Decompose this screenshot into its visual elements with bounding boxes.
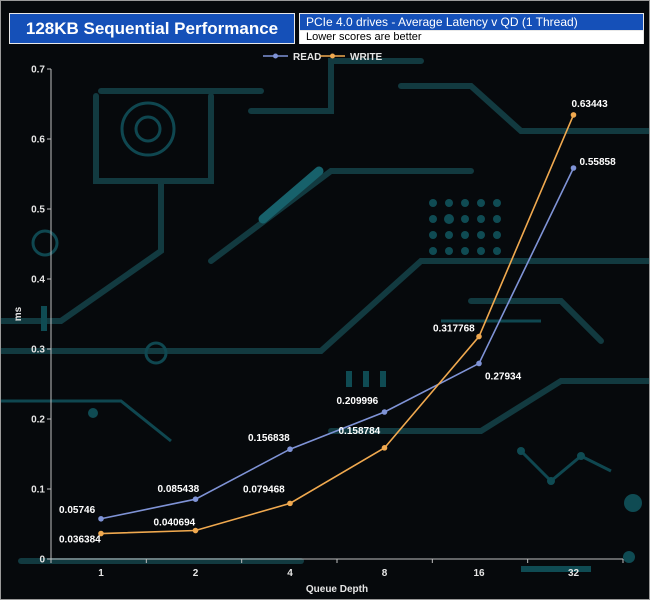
chart-subtitle-box: PCIe 4.0 drives - Average Latency v QD (… <box>299 13 644 44</box>
x-tick-label: 8 <box>382 568 388 579</box>
data-label: 0.209996 <box>337 396 379 407</box>
data-label: 0.27934 <box>485 371 522 382</box>
data-point <box>381 409 388 415</box>
y-tick-label: 0.6 <box>31 135 45 146</box>
data-point <box>570 112 577 118</box>
x-tick-label: 16 <box>473 568 485 579</box>
data-label: 0.036384 <box>59 535 101 546</box>
x-tick-label: 2 <box>193 568 199 579</box>
data-point <box>381 445 388 451</box>
data-label: 0.079468 <box>243 484 285 495</box>
chart-note: Lower scores are better <box>300 31 643 44</box>
x-axis-label: Queue Depth <box>306 584 368 595</box>
y-tick-label: 0.1 <box>31 485 45 496</box>
x-tick-label: 32 <box>568 568 580 579</box>
series-write: 0.036384 0.040694 0.079468 0.158784 0.317768… <box>59 99 608 546</box>
data-label: 0.158784 <box>339 426 381 437</box>
data-point <box>192 527 199 534</box>
series-layer: 0.057460.0854380.1568380.2099960.279340.… <box>59 99 616 546</box>
data-label: 0.317768 <box>433 324 475 335</box>
data-label: 0.085438 <box>158 484 200 495</box>
series-line-read <box>100 167 575 520</box>
chart-title-box: 128KB Sequential Performance <box>9 13 295 44</box>
y-tick-label: 0.4 <box>31 275 45 286</box>
chart-title: 128KB Sequential Performance <box>25 18 279 38</box>
data-label: 0.040694 <box>154 518 196 529</box>
data-label: 0.63443 <box>572 99 609 110</box>
legend-marker-write <box>330 53 335 59</box>
axes: 0 0.1 0.2 0.3 0.4 0.5 0.6 0.7 1 2 4 8 16 32 Queue Dept… <box>13 65 624 595</box>
legend: READ WRITE <box>263 52 383 63</box>
series-line-write <box>100 114 575 535</box>
legend-marker-read <box>273 53 278 59</box>
data-point <box>98 515 104 522</box>
series-read: 0.05746 0.085438 0.156838 0.209996 0.27934 0.… <box>59 157 616 522</box>
data-point <box>476 333 482 340</box>
y-tick-label: 0 <box>39 555 45 566</box>
y-axis-label: ms <box>13 306 24 321</box>
data-point <box>192 496 199 502</box>
data-point <box>570 165 577 171</box>
chart-subtitle: PCIe 4.0 drives - Average Latency v QD (… <box>300 14 643 31</box>
data-point <box>287 446 293 453</box>
data-label: 0.55858 <box>580 157 617 168</box>
data-label: 0.156838 <box>248 433 290 444</box>
data-point <box>287 500 293 507</box>
y-tick-label: 0.7 <box>31 65 45 76</box>
legend-label-write: WRITE <box>350 52 383 63</box>
y-tick-label: 0.5 <box>31 205 45 216</box>
x-tick-label: 4 <box>287 568 293 579</box>
data-point <box>98 530 104 537</box>
y-tick-label: 0.3 <box>31 345 45 356</box>
data-point <box>476 360 482 367</box>
y-tick-label: 0.2 <box>31 415 45 426</box>
legend-label-read: READ <box>293 52 321 63</box>
data-label: 0.05746 <box>59 505 96 516</box>
x-tick-label: 1 <box>98 568 104 579</box>
